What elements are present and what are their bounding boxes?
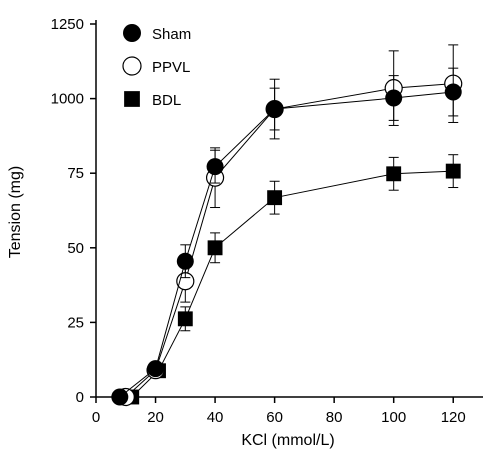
axes: 0 20 40 60 80 100 120 0 25 50 75 1000 1250 — [51, 16, 483, 426]
y-tick-label: 1000 — [51, 91, 84, 108]
data-point-sham — [385, 89, 403, 107]
data-point-sham — [444, 83, 462, 101]
x-tick-label: 60 — [266, 409, 283, 426]
y-tick-label: 50 — [67, 240, 84, 257]
legend-marker-sham — [123, 24, 141, 42]
legend-label-sham: Sham — [152, 26, 191, 43]
data-point-bdl — [445, 163, 461, 179]
data-point-bdl — [386, 166, 402, 182]
y-tick-label: 75 — [67, 165, 84, 182]
data-point-bdl — [177, 311, 193, 327]
x-tick-label: 0 — [92, 409, 100, 426]
legend-label-bdl: BDL — [152, 92, 181, 109]
legend: Sham PPVL BDL — [122, 24, 191, 109]
y-tick-label: 25 — [67, 314, 84, 331]
legend-label-ppvl: PPVL — [152, 59, 190, 76]
data-point-sham — [176, 252, 194, 270]
series-layer — [111, 44, 463, 407]
y-axis-label: Tension (mg) — [7, 166, 24, 258]
series-sham — [111, 67, 462, 406]
data-point-bdl — [267, 190, 283, 206]
x-tick-label: 20 — [147, 409, 164, 426]
y-tick-label: 0 — [76, 389, 84, 406]
series-bdl — [124, 154, 461, 405]
x-tick-label: 80 — [326, 409, 343, 426]
legend-marker-bdl — [124, 91, 140, 107]
x-tick-label: 120 — [441, 409, 466, 426]
data-point-sham — [266, 100, 284, 118]
data-point-sham — [147, 360, 165, 378]
data-point-bdl — [207, 240, 223, 256]
series-line-sham — [119, 91, 454, 398]
data-point-sham — [111, 388, 129, 406]
y-tick-label: 1250 — [51, 16, 84, 33]
x-axis-label: KCl (mmol/L) — [241, 432, 334, 449]
legend-marker-ppvl — [122, 56, 142, 76]
series-line-ppvl — [125, 83, 454, 398]
x-tick-label: 100 — [381, 409, 406, 426]
data-point-sham — [206, 158, 224, 176]
x-tick-label: 40 — [207, 409, 224, 426]
